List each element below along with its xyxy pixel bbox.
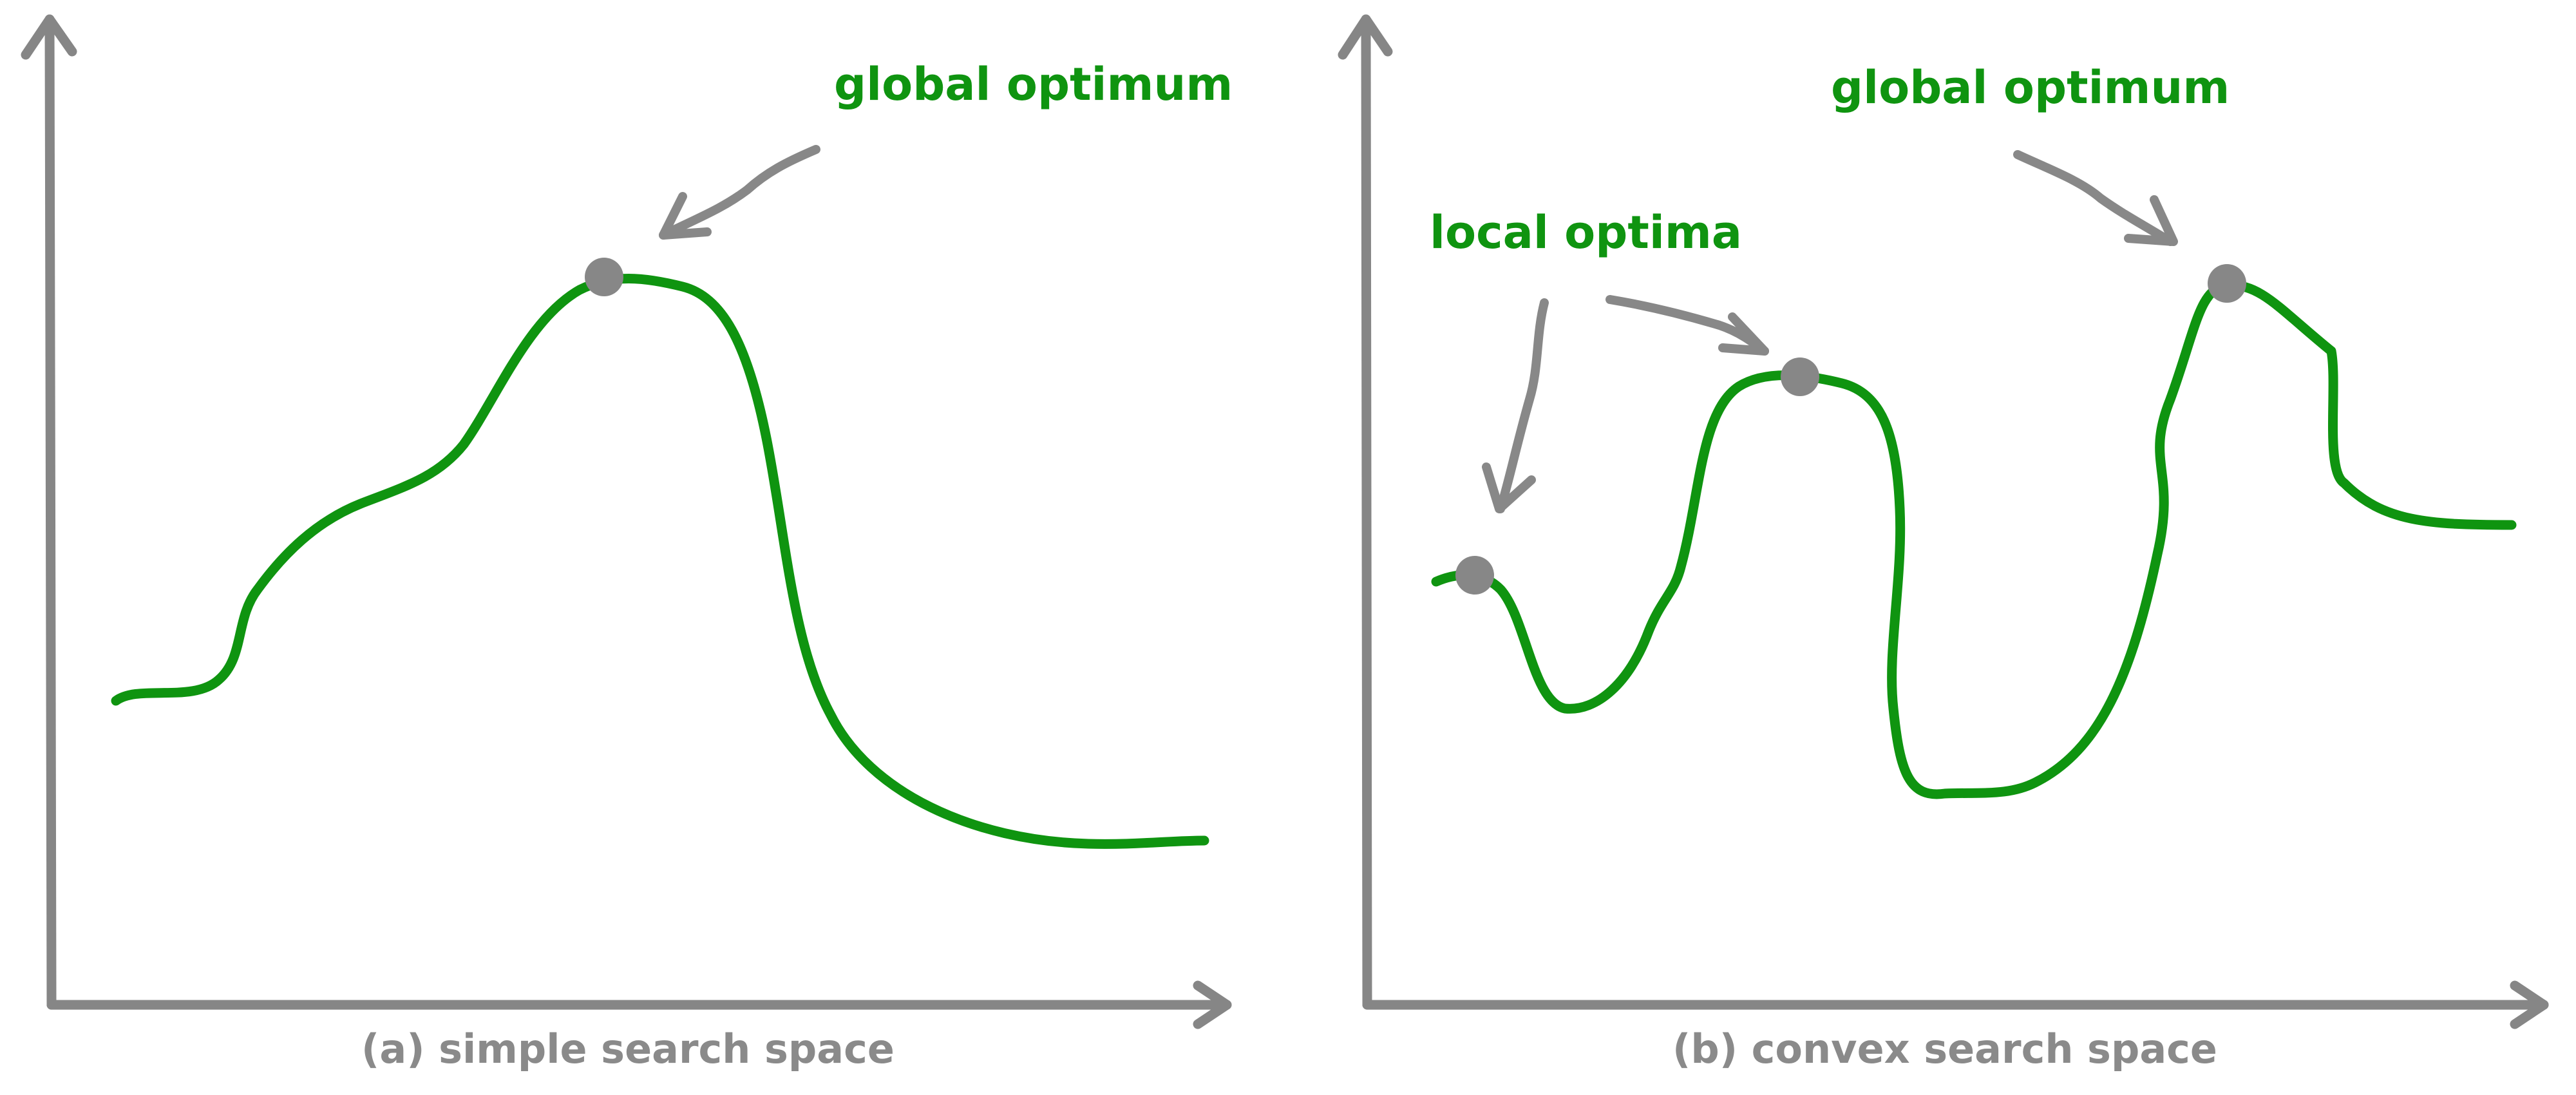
- panel-b-local-optimum-marker-1: [1455, 556, 1494, 595]
- panel-a-curve: [111, 274, 1209, 849]
- panel-b-local-optimum-arrowhead-1: [1482, 462, 1536, 513]
- panel-b-local-optimum-arrow-1: [1496, 298, 1549, 513]
- panel-b-global-optimum-marker: [2208, 264, 2246, 303]
- panel-b-global-optimum-arrowhead: [2124, 195, 2178, 246]
- panel-b: global optimum local optima (b) convex s…: [1338, 14, 2549, 1072]
- panel-a-y-axis: [44, 14, 57, 1010]
- panel-b-y-axis: [1361, 14, 1372, 1010]
- panel-b-x-axis-arrowhead: [2510, 980, 2549, 1029]
- panel-b-caption: (b) convex search space: [1672, 1025, 2217, 1072]
- panel-b-curve: [1431, 280, 2517, 799]
- panel-b-global-optimum-label: global optimum: [1831, 61, 2230, 114]
- panel-a-y-axis-arrowhead: [21, 14, 77, 60]
- panel-a-global-optimum-arrowhead: [659, 192, 712, 240]
- panel-b-local-optima-label: local optima: [1430, 206, 1742, 259]
- panel-a-x-axis-arrowhead: [1193, 980, 1232, 1029]
- panel-b-local-optimum-marker-2: [1781, 357, 1819, 396]
- panel-b-local-optimum-arrowhead-2: [1718, 312, 1769, 356]
- panel-a-global-optimum-arrow: [659, 145, 820, 240]
- panel-b-global-optimum-arrow: [2013, 150, 2175, 246]
- panel-b-y-axis-arrowhead: [1338, 14, 1393, 60]
- panel-a-global-optimum-label: global optimum: [834, 58, 1233, 111]
- panel-a-caption: (a) simple search space: [361, 1025, 895, 1072]
- panel-a-global-optimum-marker: [585, 258, 623, 296]
- panel-a: global optimum (a) simple search space: [21, 14, 1233, 1072]
